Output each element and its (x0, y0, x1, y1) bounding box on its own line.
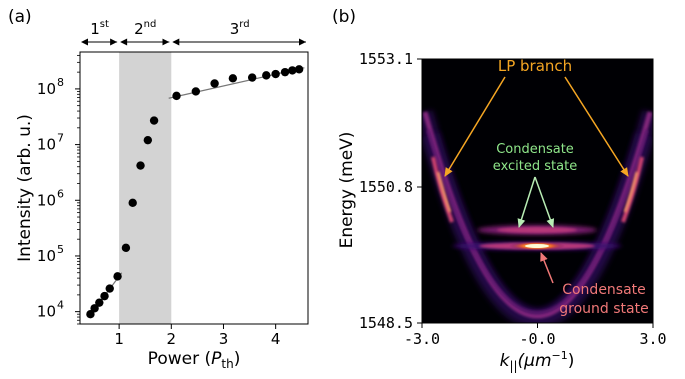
data-point (172, 91, 181, 101)
data-points (86, 65, 304, 319)
data-point (90, 304, 99, 313)
y-tick-label: 10 (37, 136, 56, 154)
panel-a-label: (a) (8, 7, 32, 27)
annotation-lp-branch: LP branch (444, 57, 629, 177)
y-tick-exponent: 6 (57, 187, 64, 200)
y-tick-exponent: 4 (57, 299, 64, 312)
data-point (228, 74, 238, 83)
data-point (121, 243, 131, 253)
excited-state-label-1: Condensate (496, 142, 574, 157)
data-point (262, 71, 271, 80)
x-tick-label: 2 (167, 330, 177, 348)
x-ticks-b: -3.0 -0.0 3.0 (404, 323, 667, 348)
data-point (113, 272, 122, 281)
y-tick-label: 10 (37, 247, 56, 265)
data-point (143, 135, 153, 145)
excited-arrow-left (517, 176, 536, 228)
regime-label: 1st (90, 19, 109, 38)
regime-label: 3rd (230, 19, 250, 38)
data-point (191, 87, 201, 96)
y-axis-label-b: Energy (meV) (337, 132, 357, 249)
x-tick-label: 3.0 (639, 330, 666, 348)
annotation-excited-state: Condensate excited state (493, 142, 577, 228)
data-point (105, 284, 114, 293)
ground-state-label-2: ground state (559, 301, 648, 317)
data-point (95, 298, 104, 307)
y-ticks-b: 1553.1 1550.8 1548.5 (359, 50, 422, 332)
lp-branch-arrow-right (564, 76, 629, 177)
regime-annotations: 1st 2nd 3rd (81, 19, 306, 46)
excited-arrow-right (534, 176, 555, 228)
lp-branch-label: LP branch (498, 57, 572, 75)
data-point (136, 161, 145, 170)
data-point (86, 309, 95, 319)
y-tick-label: 10 (37, 80, 56, 98)
x-axis-label-b: k||(μm−1) (500, 349, 575, 373)
data-point (247, 73, 257, 82)
x-tick-label: 3 (219, 330, 229, 348)
y-tick-exponent: 8 (57, 76, 64, 89)
y-tick-label: 10 (37, 191, 56, 209)
data-point (288, 66, 297, 75)
panel-b-heatmap: -3.0 -0.0 3.0 1553.1 1550.8 1548.5 LP br… (337, 50, 667, 373)
y-axis-label-a: Intensity (arb. u.) (15, 114, 35, 262)
excited-state-label-2: excited state (493, 159, 577, 174)
ground-state-label-1: Condensate (562, 282, 646, 298)
lp-branch-arrow-left (444, 76, 506, 177)
x-axis-label-a: Power (Pth) (148, 349, 241, 371)
y-tick-label: 1550.8 (359, 178, 413, 196)
data-point (280, 67, 290, 77)
annotation-ground-state: Condensate ground state (540, 252, 649, 317)
heatmap-image (422, 109, 653, 323)
y-tick-exponent: 5 (57, 243, 64, 256)
data-point (294, 65, 304, 74)
shaded-region (119, 52, 172, 324)
y-tick-label: 10 (37, 303, 56, 321)
x-tick-label: -3.0 (404, 330, 440, 348)
x-tick-label: 1 (114, 330, 124, 348)
y-tick-label: 1548.5 (359, 314, 413, 332)
data-point (149, 116, 159, 125)
ground-state-arrow (540, 252, 554, 284)
data-point (100, 291, 109, 301)
data-point (271, 69, 280, 79)
heatmap-background (422, 59, 653, 323)
data-point (210, 79, 219, 88)
plot-frame-a (79, 51, 309, 325)
panel-b-label: (b) (332, 7, 356, 27)
y-tick-exponent: 7 (57, 132, 64, 145)
data-point (128, 198, 137, 208)
x-tick-label: -0.0 (519, 330, 555, 348)
regime-label: 2nd (134, 19, 156, 38)
y-tick-label: 1553.1 (359, 50, 413, 68)
x-ticks-a: 1 2 3 4 (114, 324, 280, 348)
x-tick-label: 4 (271, 330, 281, 348)
